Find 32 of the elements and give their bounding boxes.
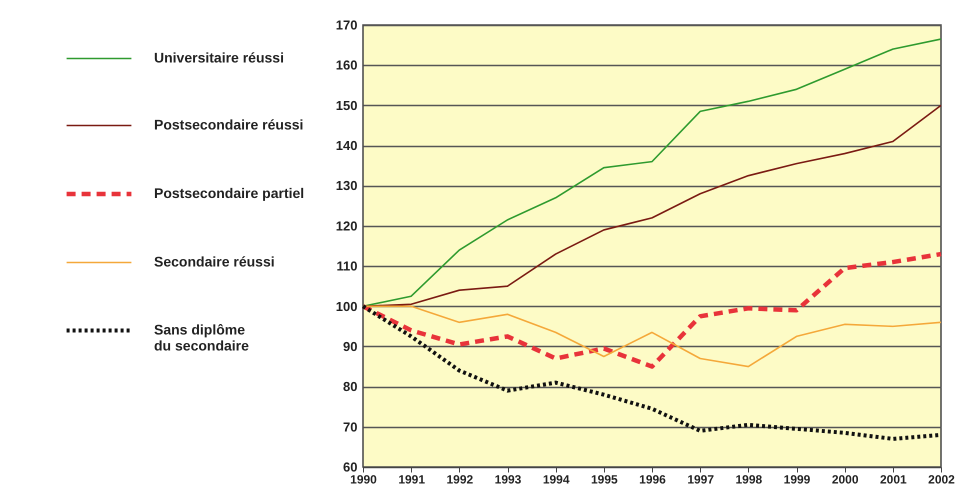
legend-label: Universitaire réussi bbox=[154, 50, 284, 66]
legend-label: Secondaire réussi bbox=[154, 254, 275, 270]
legend-label: Postsecondaire partiel bbox=[154, 185, 304, 201]
y-tick-label: 80 bbox=[343, 379, 358, 394]
x-tick-label: 2001 bbox=[880, 472, 908, 486]
legend-label: Sans diplôme du secondaire bbox=[154, 322, 250, 354]
line-series bbox=[360, 252, 944, 369]
y-tick-label: 160 bbox=[336, 58, 358, 73]
y-tick-label: 170 bbox=[336, 18, 358, 32]
x-tick-label: 1999 bbox=[784, 472, 811, 486]
x-tick-label: 2002 bbox=[928, 472, 956, 486]
line-series bbox=[362, 305, 942, 368]
x-tick-label: 1996 bbox=[639, 472, 666, 486]
x-tick-label: 1992 bbox=[446, 472, 474, 486]
legend-label: Postsecondaire réussi bbox=[154, 116, 304, 132]
y-tick-label: 110 bbox=[336, 258, 358, 274]
y-tick-label: 100 bbox=[336, 298, 358, 314]
x-tick-label: 1991 bbox=[398, 472, 426, 486]
y-tick-label: 120 bbox=[336, 218, 358, 234]
y-tick-label: 140 bbox=[336, 138, 358, 154]
x-tick-label: 1994 bbox=[542, 472, 570, 486]
y-tick-label: 70 bbox=[343, 419, 358, 434]
x-tick-label: 1995 bbox=[590, 472, 618, 486]
x-tick-label: 1998 bbox=[735, 472, 763, 486]
x-tick-label: 1990 bbox=[350, 472, 378, 486]
y-tick-label: 150 bbox=[336, 98, 358, 113]
x-tick-label: 1997 bbox=[687, 472, 714, 486]
x-tick-label: 1993 bbox=[494, 472, 522, 486]
y-tick-label: 90 bbox=[343, 338, 358, 354]
x-tick-label: 2000 bbox=[832, 472, 859, 486]
y-tick-label: 60 bbox=[343, 460, 358, 474]
y-tick-label: 130 bbox=[336, 178, 358, 194]
